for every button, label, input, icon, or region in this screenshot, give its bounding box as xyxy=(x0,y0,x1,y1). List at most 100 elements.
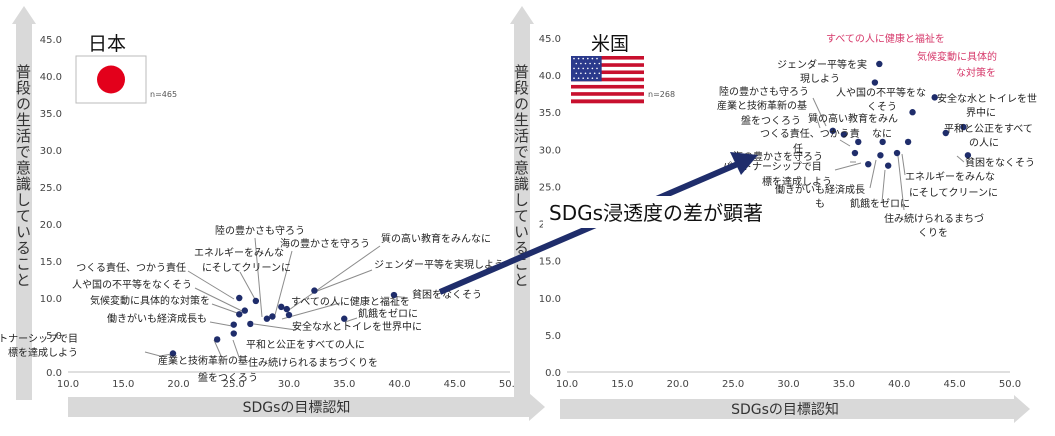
flag-stripe xyxy=(571,63,644,68)
point-label: パートナーシップで目 xyxy=(0,333,78,345)
y-tick-label: 5.0 xyxy=(545,331,561,342)
flag-stripe xyxy=(571,99,644,104)
point-label: 気候変動に具体的 xyxy=(917,50,997,63)
data-point xyxy=(169,350,177,357)
data-point xyxy=(865,160,872,168)
point-label: 貧困をなくそう xyxy=(412,288,482,301)
flag-stripe xyxy=(571,95,644,100)
x-tick-label: 35.0 xyxy=(833,379,855,390)
point-label: 標を達成しよう xyxy=(762,175,832,188)
y-axis-arrow-band xyxy=(510,6,534,400)
leader-line xyxy=(239,271,257,302)
country-title: 日本 xyxy=(88,33,126,55)
data-point xyxy=(855,138,862,146)
flag-star xyxy=(596,57,598,60)
data-point xyxy=(236,294,243,302)
point-label: 安全な水とトイレを世 xyxy=(937,92,1037,105)
y-tick-label: 0.0 xyxy=(545,368,561,379)
data-point xyxy=(884,162,892,169)
point-label: エネルギーをみんな xyxy=(905,171,995,183)
flag-star xyxy=(598,62,601,65)
flag-stripe xyxy=(571,59,644,64)
y-axis-title: 普段の生活で意識していること xyxy=(14,64,32,288)
leader-line xyxy=(311,269,373,294)
data-point xyxy=(230,330,237,337)
data-point xyxy=(311,287,318,294)
leader-line xyxy=(285,245,381,313)
flag-star xyxy=(591,67,594,70)
flag-star xyxy=(589,62,591,65)
point-label: 平和と公正をすべての人に xyxy=(246,339,365,351)
leader-line xyxy=(869,159,877,189)
point-label: 海の豊かさを守ろう xyxy=(733,150,823,163)
leader-line xyxy=(187,270,235,300)
x-tick-label: 30.0 xyxy=(777,379,799,390)
point-label: 働きがいも経済成長 xyxy=(775,183,865,196)
flag-star xyxy=(593,62,596,65)
flag-stripe xyxy=(571,88,644,93)
flag-stripe xyxy=(571,84,644,89)
x-axis-arrow-band xyxy=(560,395,1030,423)
point-label: な対策を xyxy=(956,66,996,79)
data-point xyxy=(269,313,276,320)
point-label: も xyxy=(815,198,825,210)
data-point xyxy=(964,152,972,159)
point-label: 陸の豊かさも守ろう xyxy=(215,224,305,237)
sample-size-label: n=268 xyxy=(648,90,675,99)
flag-star xyxy=(580,62,582,65)
flag-star xyxy=(591,77,594,79)
flag-star xyxy=(575,62,578,65)
usa-flag-icon xyxy=(571,56,644,104)
x-tick-label: 10.0 xyxy=(556,379,578,390)
x-axis-arrow-band xyxy=(68,393,545,421)
flag-star xyxy=(573,77,575,79)
y-axis-arrow-band xyxy=(12,6,36,400)
flag-star xyxy=(584,62,587,65)
point-label: にそしてクリーンに xyxy=(202,262,291,274)
y-tick-label: 40.0 xyxy=(40,72,62,83)
flag-star xyxy=(598,72,601,75)
flag-star xyxy=(596,77,598,79)
y-tick-label: 15.0 xyxy=(40,257,62,268)
flag-star xyxy=(575,72,578,75)
y-tick-label: 45.0 xyxy=(539,34,561,45)
point-label: 平和と公正をすべて xyxy=(944,123,1033,135)
flag-star xyxy=(593,72,596,75)
flag-star xyxy=(577,67,580,70)
flag-star xyxy=(584,72,587,75)
data-point xyxy=(931,94,938,101)
flag-stripe xyxy=(571,92,644,97)
point-label: 海の豊かさを守ろう xyxy=(280,237,370,250)
country-title: 米国 xyxy=(591,33,629,55)
point-label: 安全な水とトイレを世界中に xyxy=(292,320,422,333)
flag-star xyxy=(573,57,575,60)
flag-star xyxy=(582,67,584,70)
point-label: 質の高い教育をみん xyxy=(808,112,898,125)
x-tick-label: 20.0 xyxy=(667,379,689,390)
point-label: 盤をつくろう xyxy=(198,371,258,384)
point-label: の人に xyxy=(969,137,999,149)
data-point xyxy=(909,109,916,116)
x-tick-label: 15.0 xyxy=(112,379,134,390)
flag-star xyxy=(591,57,594,60)
japan-flag-icon xyxy=(75,55,147,104)
x-tick-label: 45.0 xyxy=(444,379,466,390)
leader-line xyxy=(812,97,827,127)
point-label: 質の高い教育をみんなに xyxy=(381,232,491,245)
flag-star xyxy=(582,57,584,60)
point-label: 標を達成しよう xyxy=(8,346,78,359)
point-label: 貧困をなくそう xyxy=(965,156,1035,169)
x-axis-title: SDGsの目標認知 xyxy=(243,399,351,416)
leader-line xyxy=(254,237,263,318)
point-label: 界中に xyxy=(966,106,996,119)
data-point xyxy=(960,123,967,131)
point-label: 住み続けられるまちづくりを xyxy=(248,356,378,369)
point-label: 現しよう xyxy=(800,73,840,85)
data-point xyxy=(341,315,348,322)
x-tick-label: 30.0 xyxy=(278,379,300,390)
flag-star xyxy=(577,77,580,79)
data-point xyxy=(247,320,254,328)
y-tick-label: 10.0 xyxy=(539,294,561,305)
leader-line xyxy=(839,139,851,147)
